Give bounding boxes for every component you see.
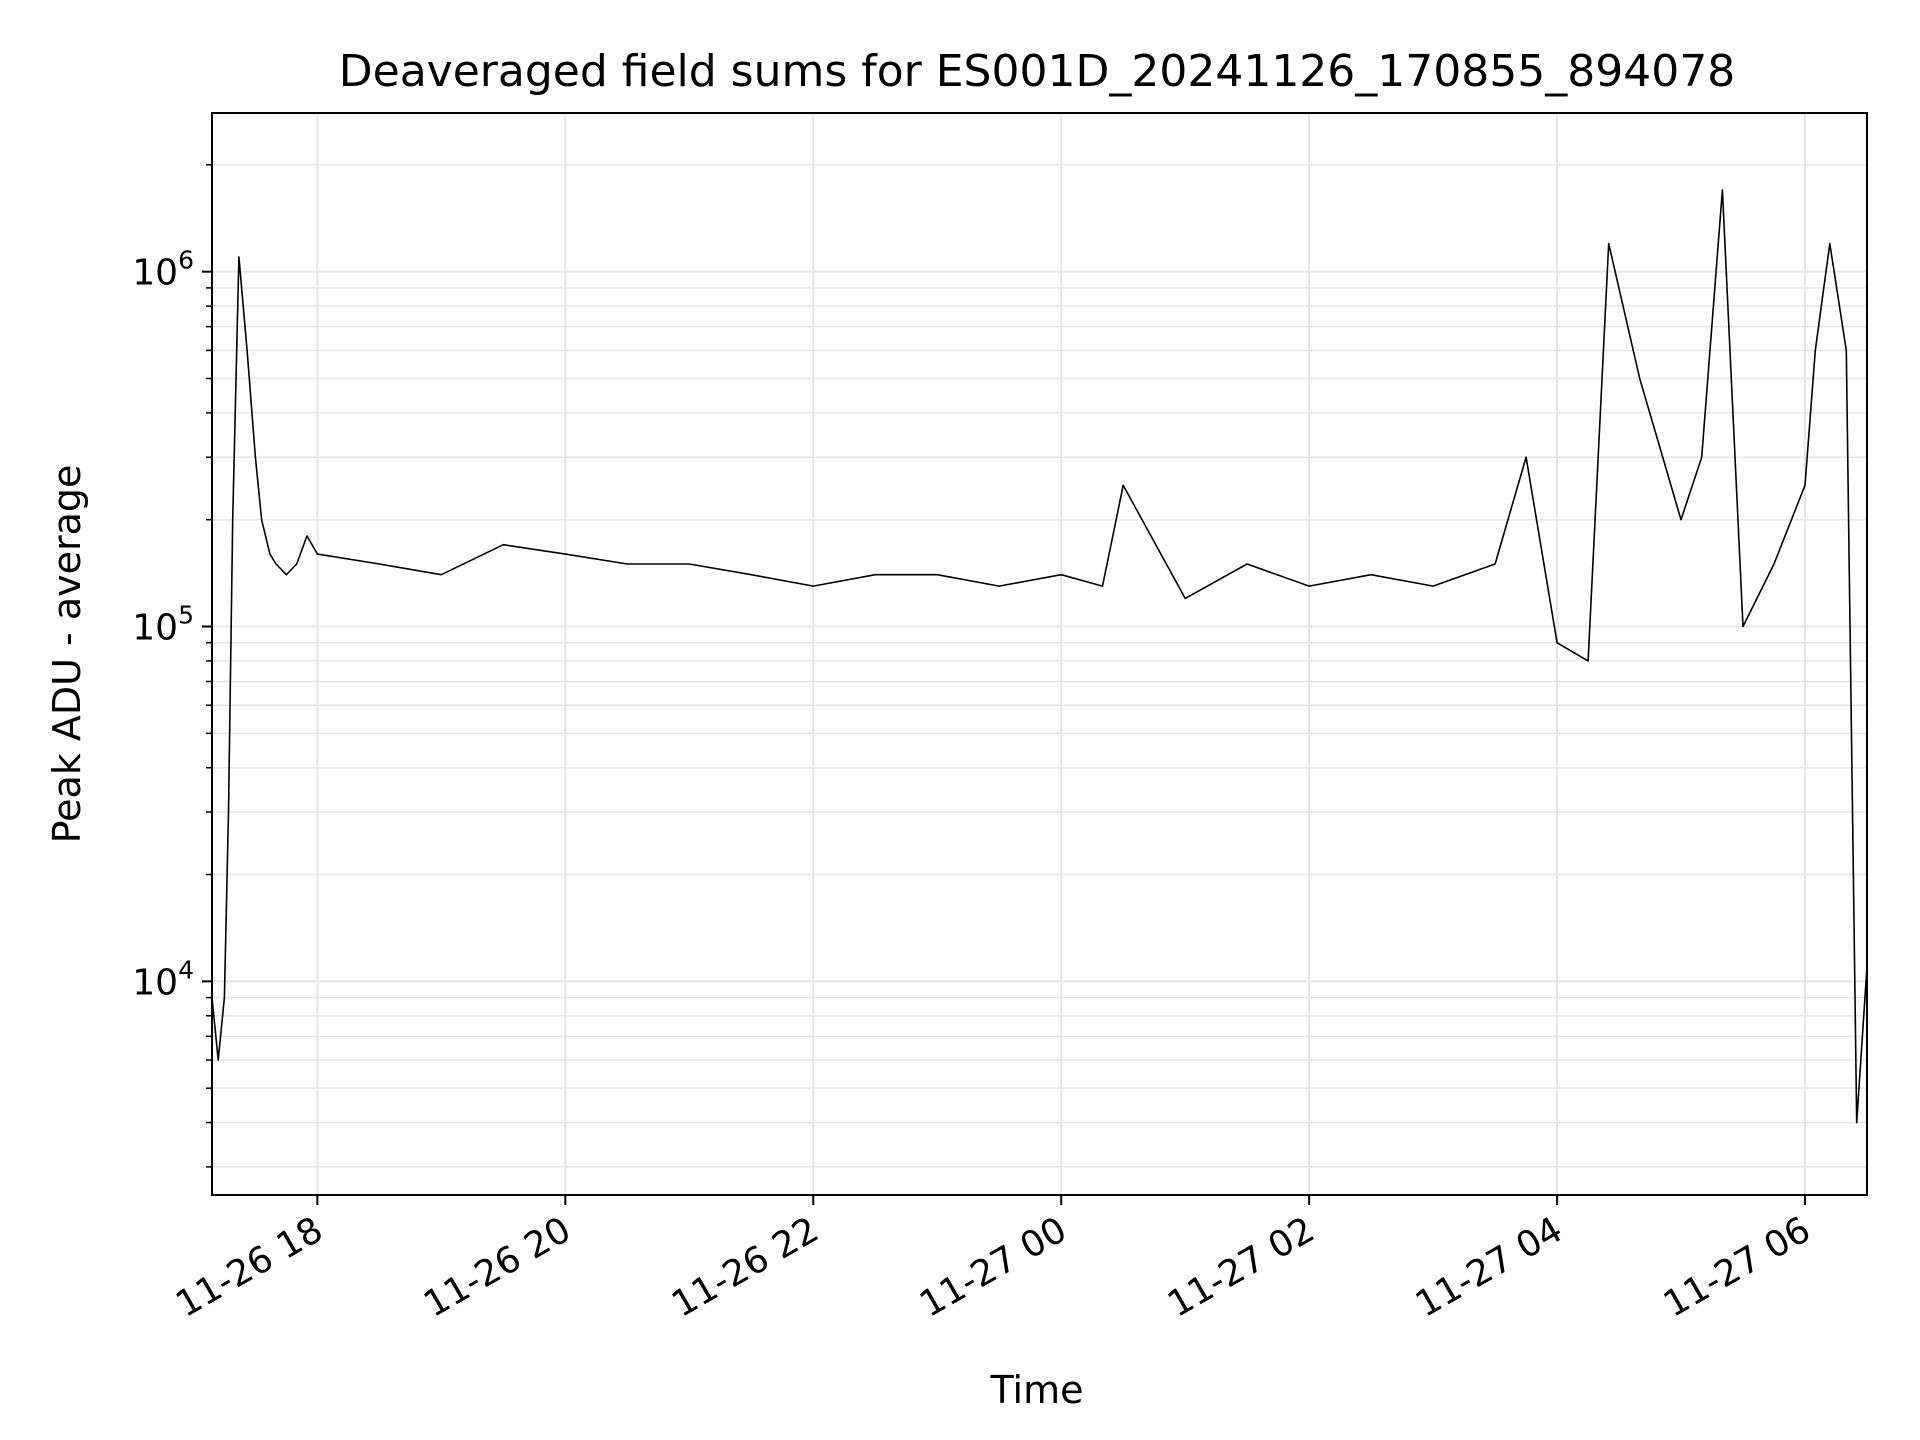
plot-area [211, 189, 1868, 1124]
grid [212, 113, 1867, 1195]
series-line [211, 189, 1868, 1124]
y-axis-label: Peak ADU - average [45, 465, 89, 844]
plot-frame [211, 112, 1868, 1196]
chart-title: Deaveraged field sums for ES001D_2024112… [339, 46, 1735, 97]
y-tick-label: 105 [132, 601, 194, 649]
y-tick-label: 104 [132, 955, 194, 1003]
x-axis-label: Time [990, 1368, 1084, 1412]
y-tick-label: 106 [132, 246, 194, 294]
